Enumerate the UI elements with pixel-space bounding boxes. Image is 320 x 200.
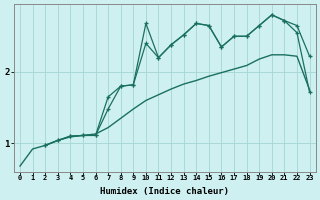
X-axis label: Humidex (Indice chaleur): Humidex (Indice chaleur) <box>100 187 229 196</box>
